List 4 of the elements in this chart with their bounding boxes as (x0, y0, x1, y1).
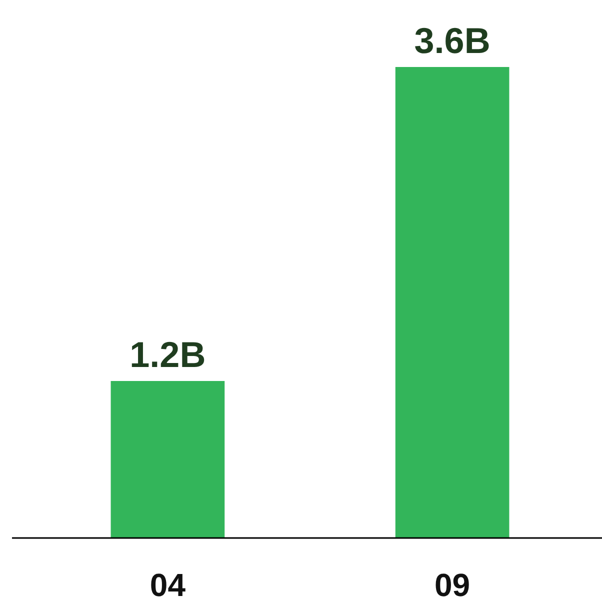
x-tick-label: 09 (434, 567, 470, 602)
data-label: 3.6B (414, 20, 490, 61)
data-label: 1.2B (130, 334, 206, 375)
x-tick-label: 04 (150, 567, 186, 602)
